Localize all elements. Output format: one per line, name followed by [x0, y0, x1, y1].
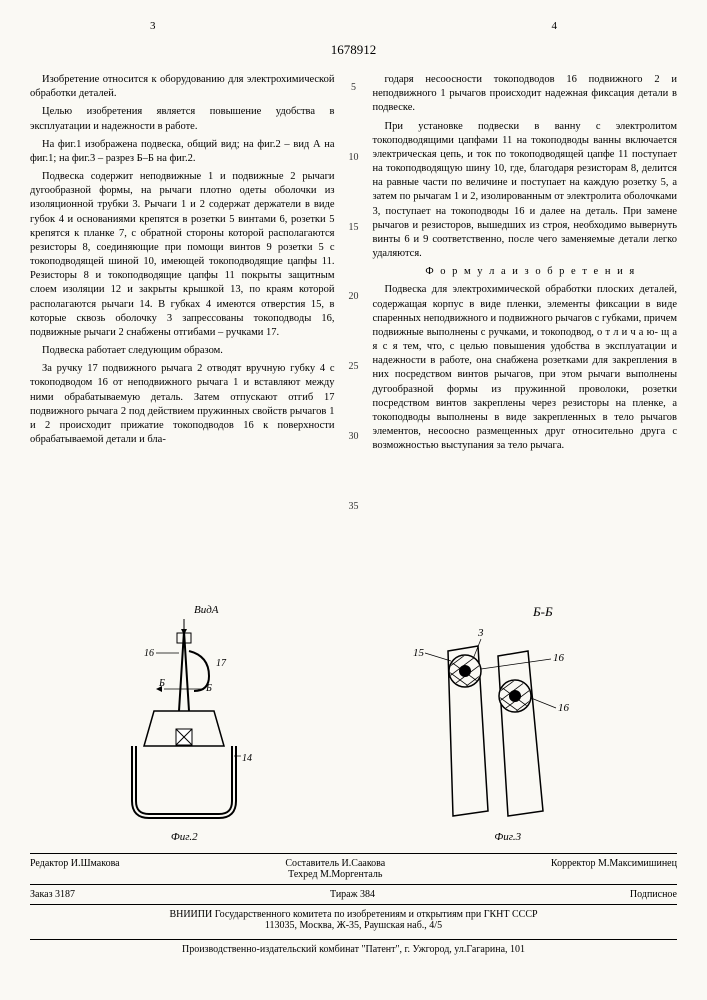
footer-line1: ВНИИПИ Государственного комитета по изоб… — [30, 909, 677, 920]
label-14: 14 — [242, 753, 252, 764]
label-15: 15 — [413, 647, 425, 659]
line-num: 5 — [345, 81, 363, 95]
right-column: годаря несоосности токоподводов 16 подви… — [373, 73, 678, 573]
podpisnoe: Подписное — [630, 889, 677, 900]
document-number: 1678912 — [30, 42, 677, 58]
line-num: 15 — [345, 221, 363, 235]
line-num: 20 — [345, 290, 363, 304]
label-17: 17 — [216, 658, 227, 669]
fig2-svg: ВидА 16 17 Б Б — [84, 601, 284, 831]
zakaz: Заказ 3187 — [30, 889, 75, 900]
figure-2: ВидА 16 17 Б Б — [84, 601, 284, 843]
tirazh: Тираж 384 — [330, 889, 375, 900]
compiler: Составитель И.Саакова — [285, 858, 385, 869]
credits-row: Редактор И.Шмакова Составитель И.Саакова… — [30, 853, 677, 885]
paragraph: При установке подвески в ванну с электро… — [373, 120, 678, 262]
fig2-caption: Фиг.2 — [84, 831, 284, 843]
label-16a: 16 — [553, 652, 565, 664]
formula-title: Ф о р м у л а и з о б р е т е н и я — [373, 265, 678, 279]
section-label: Б-Б — [532, 604, 553, 619]
line-num: 10 — [345, 151, 363, 165]
paragraph: Целью изобретения является повышение удо… — [30, 105, 335, 133]
view-label: ВидА — [194, 604, 219, 616]
paragraph: Изобретение относится к оборудованию для… — [30, 73, 335, 101]
line-num: 35 — [345, 500, 363, 514]
line-num: 25 — [345, 360, 363, 374]
label-16: 16 — [144, 648, 154, 659]
corrector: Корректор М.Максимишинец — [551, 858, 677, 880]
paragraph: Подвеска содержит неподвижные 1 и подвиж… — [30, 170, 335, 340]
techred: Техред М.Моргенталь — [288, 869, 382, 880]
footer-patent: Производственно-издательский комбинат "П… — [30, 939, 677, 955]
page-number-right: 4 — [552, 20, 558, 32]
left-column: Изобретение относится к оборудованию для… — [30, 73, 335, 573]
paragraph: Подвеска для электрохимической обработки… — [373, 283, 678, 453]
figure-3: Б-Б — [393, 601, 623, 843]
label-16b: 16 — [558, 702, 570, 714]
fig3-svg: Б-Б — [393, 601, 623, 831]
figures-area: ВидА 16 17 Б Б — [30, 583, 677, 843]
fig3-caption: Фиг.3 — [393, 831, 623, 843]
paragraph: На фиг.1 изображена подвеска, общий вид;… — [30, 138, 335, 166]
footer-line2: 113035, Москва, Ж-35, Раушская наб., 4/5 — [30, 920, 677, 931]
editor: Редактор И.Шмакова — [30, 858, 120, 880]
text-columns: Изобретение относится к оборудованию для… — [30, 73, 677, 573]
order-row: Заказ 3187 Тираж 384 Подписное — [30, 885, 677, 905]
label-3: 3 — [477, 627, 484, 639]
footer-vniipi: ВНИИПИ Государственного комитета по изоб… — [30, 909, 677, 931]
page-number-left: 3 — [150, 20, 156, 32]
line-num: 30 — [345, 430, 363, 444]
paragraph: Подвеска работает следующим образом. — [30, 344, 335, 358]
label-b2: Б — [205, 683, 212, 694]
paragraph: годаря несоосности токоподводов 16 подви… — [373, 73, 678, 116]
paragraph: За ручку 17 подвижного рычага 2 отводят … — [30, 362, 335, 447]
line-numbers: 5 10 15 20 25 30 35 — [345, 73, 363, 573]
